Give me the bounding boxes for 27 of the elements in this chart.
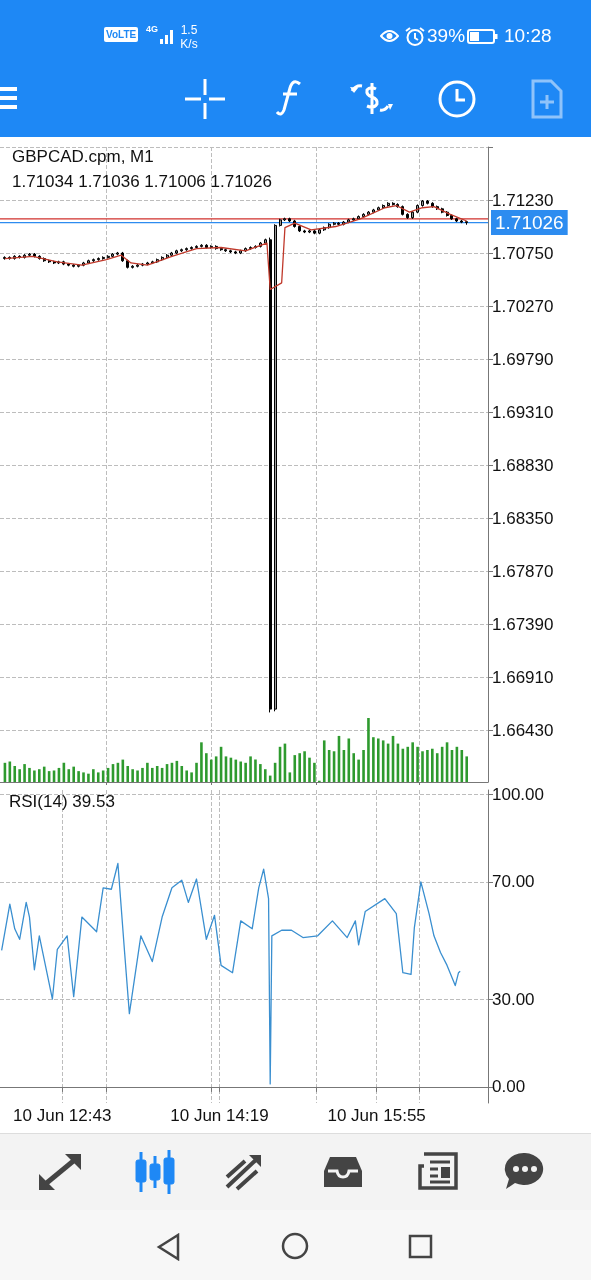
- text: 4G: [146, 24, 159, 34]
- y-tick-label: 70.00: [492, 872, 535, 892]
- y-tick-label: 1.67870: [492, 561, 554, 581]
- y-tick-label: 1.68830: [492, 455, 554, 475]
- y-tick-label: 1.66430: [492, 720, 554, 740]
- chart-title: GBPCAD.cpm, M1: [12, 147, 154, 166]
- y-tick-label: 100.00: [492, 784, 544, 804]
- y-tick-label: 1.67390: [492, 614, 554, 634]
- x-tick-label: 10 Jun 14:19: [170, 1106, 269, 1125]
- y-tick-label: 1.66910: [492, 667, 554, 687]
- y-tick-label: 0.00: [492, 1077, 526, 1097]
- y-tick-label: 1.70750: [492, 243, 554, 263]
- text: VoLTE: [104, 27, 139, 42]
- y-tick-label: 1.69790: [492, 349, 554, 369]
- x-tick-label: 10 Jun 12:43: [13, 1106, 112, 1125]
- text: 1.5 K/s: [179, 23, 199, 51]
- ref-line-label: 1.71026: [495, 212, 564, 234]
- text: 1.71034 1.71036 1.71006 1.71026: [12, 172, 272, 191]
- chart-title: RSI(14) 39.53: [9, 792, 115, 811]
- y-tick-label: 1.70270: [492, 296, 554, 316]
- y-tick-label: 1.71230: [492, 190, 554, 210]
- x-tick-label: 10 Jun 15:55: [327, 1106, 426, 1125]
- text: 39%: [427, 25, 466, 47]
- y-tick-label: 30.00: [492, 989, 535, 1009]
- text: 10:28: [504, 25, 552, 47]
- y-tick-label: 1.68350: [492, 508, 554, 528]
- y-tick-label: 1.69310: [492, 402, 554, 422]
